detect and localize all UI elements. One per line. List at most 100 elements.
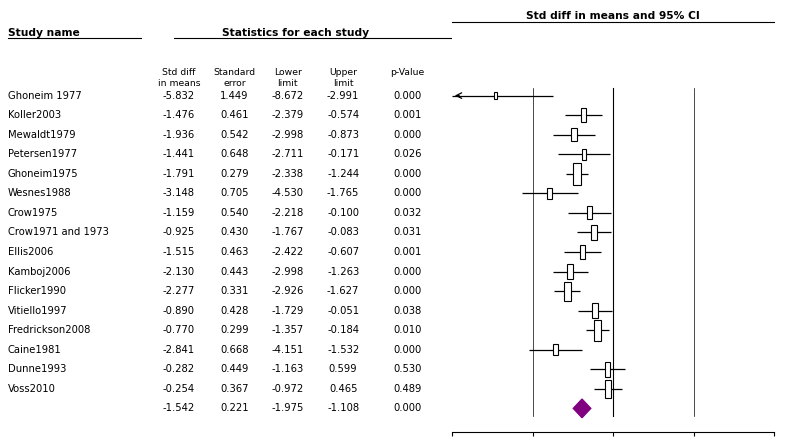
Bar [573,163,581,185]
Text: Upper
limit: Upper limit [329,68,357,88]
Text: 0.001: 0.001 [393,110,422,120]
Text: 0.010: 0.010 [393,325,422,335]
Bar [564,281,571,301]
Text: Lower
limit: Lower limit [274,68,302,88]
Text: -2.277: -2.277 [163,286,195,296]
Text: 0.489: 0.489 [393,384,422,394]
Text: 0.026: 0.026 [393,149,422,159]
Text: 0.221: 0.221 [220,404,248,413]
Text: Vitiello1997: Vitiello1997 [8,306,68,316]
Text: Ghoneim 1977: Ghoneim 1977 [8,90,82,101]
Bar [494,92,498,99]
Text: -2.841: -2.841 [163,345,195,355]
Text: -0.770: -0.770 [163,325,195,335]
Text: -0.574: -0.574 [327,110,359,120]
Text: 1.449: 1.449 [220,90,248,101]
Text: 0.449: 0.449 [220,364,248,374]
Text: 0.001: 0.001 [393,247,422,257]
Text: -0.282: -0.282 [163,364,195,374]
Text: 0.032: 0.032 [393,208,422,218]
Text: Statistics for each study: Statistics for each study [222,28,369,38]
Bar [604,362,610,377]
Text: -2.998: -2.998 [271,266,303,277]
Text: -0.083: -0.083 [327,228,359,237]
Bar [582,149,586,160]
Text: -1.627: -1.627 [327,286,359,296]
Text: 0.461: 0.461 [220,110,248,120]
Text: -1.159: -1.159 [163,208,195,218]
Text: -0.925: -0.925 [163,228,195,237]
Bar [580,245,586,259]
Text: -1.476: -1.476 [163,110,195,120]
Text: -1.163: -1.163 [271,364,303,374]
Text: -2.218: -2.218 [271,208,303,218]
Text: Voss2010: Voss2010 [8,384,56,394]
Text: Std diff
in means: Std diff in means [157,68,200,88]
Text: Standard
error: Standard error [213,68,255,88]
Text: 0.000: 0.000 [394,404,421,413]
Text: 0.648: 0.648 [220,149,248,159]
Text: 0.000: 0.000 [394,90,421,101]
Bar [581,108,586,123]
Text: -2.926: -2.926 [271,286,304,296]
Bar [547,188,552,198]
Bar [587,206,593,219]
Bar [571,128,577,141]
Text: Crow1971 and 1973: Crow1971 and 1973 [8,228,108,237]
Text: 0.463: 0.463 [220,247,248,257]
Text: 0.031: 0.031 [393,228,422,237]
Text: 0.000: 0.000 [394,188,421,198]
Text: 0.430: 0.430 [220,228,248,237]
Text: -5.832: -5.832 [163,90,195,101]
Text: -2.379: -2.379 [271,110,303,120]
Text: 0.000: 0.000 [394,130,421,140]
Text: -0.254: -0.254 [163,384,195,394]
Text: -0.972: -0.972 [271,384,303,394]
Text: 0.443: 0.443 [220,266,248,277]
Text: -1.975: -1.975 [271,404,304,413]
Bar [592,303,598,318]
Text: -2.998: -2.998 [271,130,303,140]
Text: -8.672: -8.672 [271,90,303,101]
Text: 0.000: 0.000 [394,266,421,277]
Text: Koller2003: Koller2003 [8,110,61,120]
Text: 0.000: 0.000 [394,169,421,179]
Text: -0.051: -0.051 [327,306,359,316]
Text: Fredrickson2008: Fredrickson2008 [8,325,90,335]
Text: -1.729: -1.729 [271,306,304,316]
Text: -4.151: -4.151 [271,345,303,355]
Text: 0.367: 0.367 [220,384,248,394]
Text: -1.357: -1.357 [271,325,303,335]
Text: -0.890: -0.890 [163,306,195,316]
Text: -3.148: -3.148 [163,188,195,198]
Text: -2.130: -2.130 [163,266,195,277]
Text: Caine1981: Caine1981 [8,345,61,355]
Text: 0.331: 0.331 [220,286,248,296]
Text: Study name: Study name [8,28,79,38]
Text: 0.279: 0.279 [220,169,248,179]
Bar [567,264,573,279]
Text: Std diff in means and 95% CI: Std diff in means and 95% CI [526,11,700,21]
Text: -2.338: -2.338 [272,169,303,179]
Text: p-Value: p-Value [391,68,424,77]
Text: -1.767: -1.767 [271,228,304,237]
Bar [594,320,601,340]
Text: Dunne1993: Dunne1993 [8,364,66,374]
Text: -4.530: -4.530 [272,188,303,198]
Text: -1.263: -1.263 [327,266,359,277]
Text: -1.515: -1.515 [163,247,195,257]
Text: 0.540: 0.540 [220,208,248,218]
Text: 0.000: 0.000 [394,345,421,355]
Text: 0.530: 0.530 [393,364,422,374]
Text: -1.532: -1.532 [327,345,359,355]
Text: 0.542: 0.542 [220,130,248,140]
Text: 0.299: 0.299 [220,325,248,335]
Text: Crow1975: Crow1975 [8,208,58,218]
Text: Ellis2006: Ellis2006 [8,247,53,257]
Text: Flicker1990: Flicker1990 [8,286,66,296]
Bar [592,225,597,240]
Text: 0.038: 0.038 [394,306,421,316]
Text: -1.244: -1.244 [327,169,359,179]
Text: 0.000: 0.000 [394,286,421,296]
Text: -0.873: -0.873 [327,130,359,140]
